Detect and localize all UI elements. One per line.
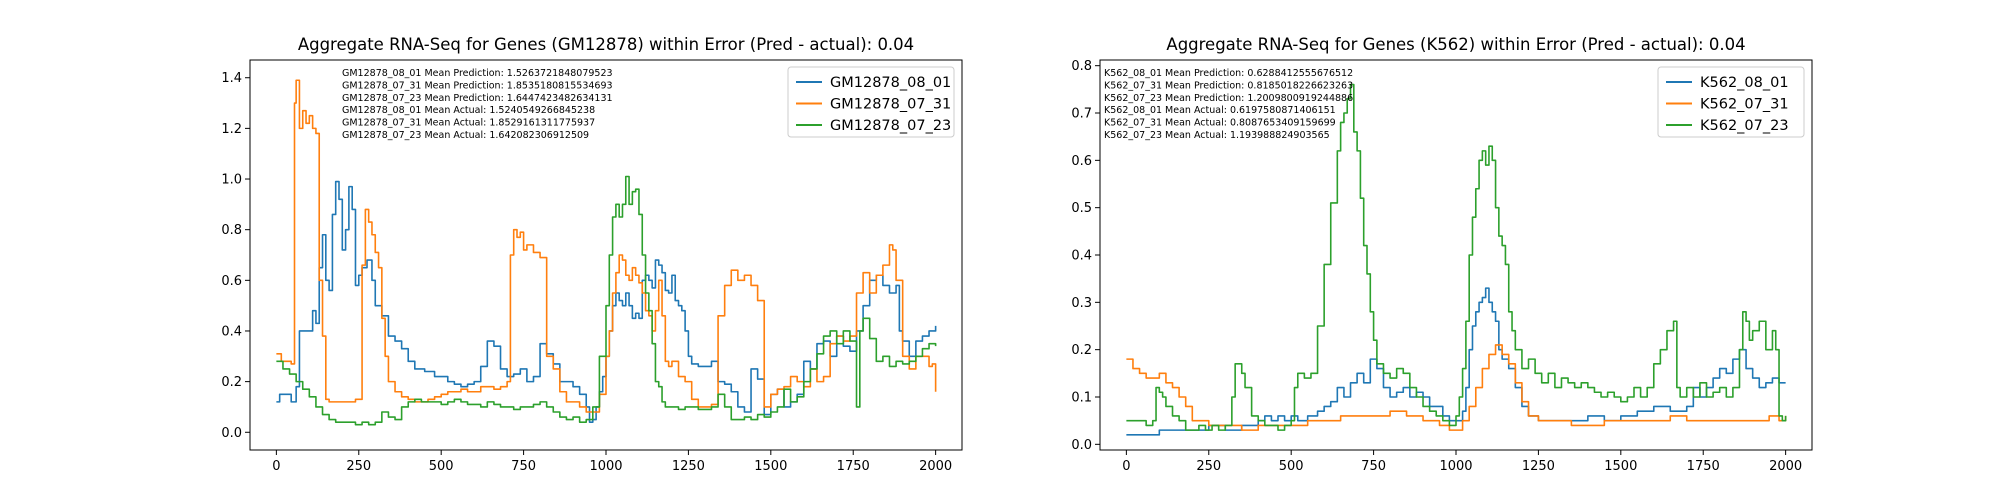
legend-label: K562_07_31 (1700, 97, 1789, 113)
x-tick-label: 1500 (754, 459, 787, 474)
x-tick-label: 750 (511, 459, 536, 474)
y-tick-label: 0.6 (1071, 154, 1092, 169)
y-tick-label: 0.6 (221, 274, 242, 289)
y-tick-label: 1.0 (221, 173, 242, 188)
series-group (276, 79, 937, 426)
annotation-text: K562_07_31 Mean Actual: 0.80876534091596… (1104, 118, 1336, 129)
annotation-text: K562_08_01 Mean Actual: 0.61975808714061… (1104, 105, 1336, 116)
y-tick-label: 0.0 (221, 426, 242, 441)
y-tick-label: 0.3 (1071, 296, 1092, 311)
chart-panel-2: 0 250 500 750 1000 1250 1500 1750 2000 0.0 0.1 0.2 0… (1071, 35, 1813, 474)
y-tick-label: 0.8 (221, 223, 242, 238)
chart-title: Aggregate RNA-Seq for Genes (K562) withi… (1166, 35, 1745, 54)
x-tick-label: 1250 (672, 459, 705, 474)
annotation-text: K562_08_01 Mean Prediction: 0.6288412555… (1104, 68, 1353, 79)
y-tick-label: 0.5 (1071, 201, 1092, 216)
legend-label: K562_07_23 (1700, 118, 1789, 134)
legend-label: GM12878_07_31 (830, 97, 951, 113)
annotation-text: GM12878_08_01 Mean Actual: 1.52405492668… (342, 105, 595, 116)
x-tick-label: 1500 (1604, 459, 1637, 474)
chart-title: Aggregate RNA-Seq for Genes (GM12878) wi… (298, 35, 914, 54)
legend-box (1657, 66, 1805, 138)
y-tick-label: 0.4 (221, 324, 242, 339)
y-tick-label: 0.4 (1071, 249, 1092, 264)
series-group (1126, 83, 1787, 436)
x-tick-label: 250 (1196, 459, 1221, 474)
x-tick-label: 1750 (1687, 459, 1720, 474)
y-tick-label: 1.2 (221, 122, 242, 137)
series-line-k562-08-01 (1126, 287, 1786, 436)
annotation-text: K562_07_23 Mean Prediction: 1.2009800919… (1104, 93, 1353, 104)
legend: GM12878_08_01 GM12878_07_31 GM12878_07_23 (787, 66, 955, 138)
legend-label: GM12878_07_23 (830, 118, 951, 134)
annotation-text: K562_07_31 Mean Prediction: 0.8185018226… (1104, 80, 1353, 91)
legend-label: K562_08_01 (1700, 75, 1789, 91)
annotation-text: GM12878_07_23 Mean Prediction: 1.6447423… (342, 93, 613, 104)
y-tick-label: 1.4 (221, 71, 242, 86)
chart-panel-1: 0 250 500 750 1000 1250 1500 1750 2000 0.0 0.2 0.4 0… (221, 35, 963, 474)
annotation-text: GM12878_07_23 Mean Actual: 1.64208230691… (342, 130, 589, 141)
annotation-text: GM12878_07_31 Mean Prediction: 1.8535180… (342, 80, 613, 91)
y-tick-label: 0.8 (1071, 59, 1092, 74)
annotation-text: GM12878_07_31 Mean Actual: 1.85291613117… (342, 118, 595, 129)
x-tick-label: 0 (1122, 459, 1130, 474)
x-tick-label: 0 (272, 459, 280, 474)
series-line-gm12878-07-23 (276, 175, 937, 426)
annotation-text: K562_07_23 Mean Actual: 1.19398882490356… (1104, 130, 1330, 141)
y-tick-label: 0.0 (1071, 438, 1092, 453)
x-tick-label: 250 (346, 459, 371, 474)
x-tick-label: 500 (1279, 459, 1304, 474)
y-tick-label: 0.2 (1071, 343, 1092, 358)
x-tick-label: 2000 (919, 459, 952, 474)
legend-box (787, 66, 955, 138)
legend-label: GM12878_08_01 (830, 75, 951, 91)
x-tick-label: 1750 (837, 459, 870, 474)
series-line-k562-07-23 (1126, 83, 1787, 431)
series-line-k562-07-31 (1126, 344, 1787, 431)
y-tick-label: 0.2 (221, 375, 242, 390)
x-tick-label: 1000 (589, 459, 622, 474)
legend: K562_08_01 K562_07_31 K562_07_23 (1657, 66, 1805, 138)
x-tick-label: 750 (1361, 459, 1386, 474)
y-tick-label: 0.1 (1071, 390, 1092, 405)
x-tick-label: 500 (429, 459, 454, 474)
annotation-text: GM12878_08_01 Mean Prediction: 1.5263721… (342, 68, 613, 79)
x-tick-label: 2000 (1769, 459, 1802, 474)
x-tick-label: 1250 (1522, 459, 1555, 474)
y-tick-label: 0.7 (1071, 107, 1092, 122)
x-tick-label: 1000 (1439, 459, 1472, 474)
